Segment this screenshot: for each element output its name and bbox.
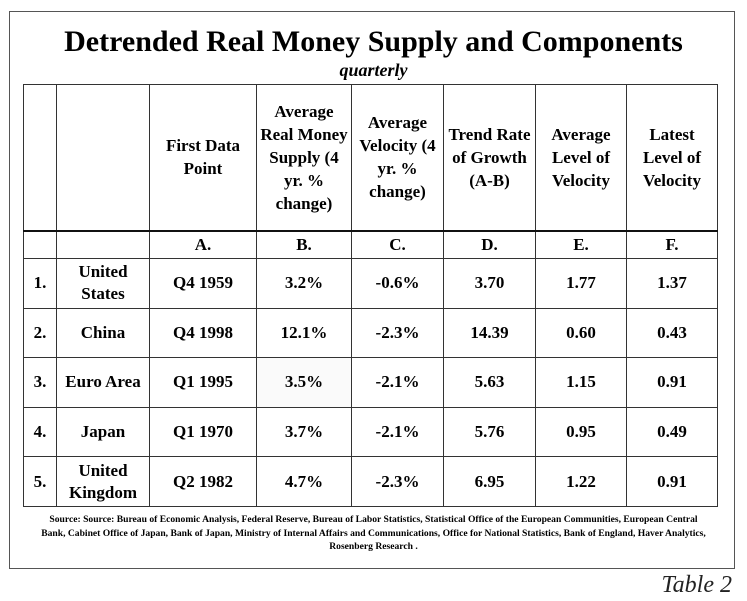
country-cell: China	[56, 307, 150, 359]
money-supply-cell: 4.7%	[256, 456, 352, 507]
table-row: 4. Japan Q1 1970 3.7% -2.1% 5.76 0.95 0.…	[23, 406, 718, 458]
latest-velocity-cell: 0.91	[626, 357, 718, 408]
column-header: Average Velocity (4 yr. % change)	[351, 84, 444, 231]
row-number: 5.	[23, 456, 57, 507]
column-header	[56, 84, 150, 231]
trend-growth-cell: 14.39	[443, 307, 536, 359]
velocity-change-cell: -2.1%	[351, 357, 444, 408]
velocity-change-cell: -2.3%	[351, 456, 444, 507]
column-letter	[56, 229, 150, 259]
column-letter	[23, 229, 57, 259]
row-number: 3.	[23, 357, 57, 408]
column-header: Trend Rate of Growth (A-B)	[443, 84, 536, 231]
table-row: 1. United States Q4 1959 3.2% -0.6% 3.70…	[23, 258, 718, 309]
trend-growth-cell: 5.63	[443, 357, 536, 408]
row-number: 2.	[23, 307, 57, 359]
money-supply-cell: 3.7%	[256, 406, 352, 458]
column-letter: A.	[149, 229, 257, 259]
row-number: 4.	[23, 406, 57, 458]
country-cell: Euro Area	[56, 357, 150, 408]
table-label: Table 2	[661, 572, 732, 598]
column-letter: E.	[535, 229, 627, 259]
latest-velocity-cell: 0.91	[626, 456, 718, 507]
column-letter: C.	[351, 229, 444, 259]
average-velocity-cell: 1.15	[535, 357, 627, 408]
first-data-point-cell: Q1 1970	[149, 406, 257, 458]
column-letter: B.	[256, 229, 352, 259]
column-header: Latest Level of Velocity	[626, 84, 718, 231]
average-velocity-cell: 1.77	[535, 258, 627, 309]
header-row: First Data Point Average Real Money Supp…	[23, 84, 718, 231]
column-header: Average Real Money Supply (4 yr. % chang…	[256, 84, 352, 231]
letter-row: A. B. C. D. E. F.	[23, 229, 718, 259]
data-table: First Data Point Average Real Money Supp…	[23, 84, 718, 507]
first-data-point-cell: Q4 1959	[149, 258, 257, 309]
page-subtitle: quarterly	[339, 60, 408, 80]
velocity-change-cell: -0.6%	[351, 258, 444, 309]
average-velocity-cell: 0.60	[535, 307, 627, 359]
country-cell: Japan	[56, 406, 150, 458]
velocity-change-cell: -2.3%	[351, 307, 444, 359]
column-header: Average Level of Velocity	[535, 84, 627, 231]
table-row: 2. China Q4 1998 12.1% -2.3% 14.39 0.60 …	[23, 307, 718, 359]
first-data-point-cell: Q2 1982	[149, 456, 257, 507]
country-cell: United States	[56, 258, 150, 309]
first-data-point-cell: Q1 1995	[149, 357, 257, 408]
country-cell: United Kingdom	[56, 456, 150, 507]
column-header	[23, 84, 57, 231]
table-row: 3. Euro Area Q1 1995 3.5% -2.1% 5.63 1.1…	[23, 357, 718, 408]
trend-growth-cell: 6.95	[443, 456, 536, 507]
source-note: Source: Source: Bureau of Economic Analy…	[41, 514, 706, 552]
column-letter: D.	[443, 229, 536, 259]
average-velocity-cell: 0.95	[535, 406, 627, 458]
velocity-change-cell: -2.1%	[351, 406, 444, 458]
latest-velocity-cell: 0.43	[626, 307, 718, 359]
money-supply-cell: 3.2%	[256, 258, 352, 309]
first-data-point-cell: Q4 1998	[149, 307, 257, 359]
latest-velocity-cell: 0.49	[626, 406, 718, 458]
average-velocity-cell: 1.22	[535, 456, 627, 507]
trend-growth-cell: 3.70	[443, 258, 536, 309]
column-header: First Data Point	[149, 84, 257, 231]
row-number: 1.	[23, 258, 57, 309]
latest-velocity-cell: 1.37	[626, 258, 718, 309]
page-title: Detrended Real Money Supply and Componen…	[64, 25, 683, 58]
money-supply-cell: 3.5%	[256, 357, 352, 408]
trend-growth-cell: 5.76	[443, 406, 536, 458]
table-row: 5. United Kingdom Q2 1982 4.7% -2.3% 6.9…	[23, 456, 718, 507]
money-supply-cell: 12.1%	[256, 307, 352, 359]
column-letter: F.	[626, 229, 718, 259]
table-frame	[9, 11, 735, 569]
